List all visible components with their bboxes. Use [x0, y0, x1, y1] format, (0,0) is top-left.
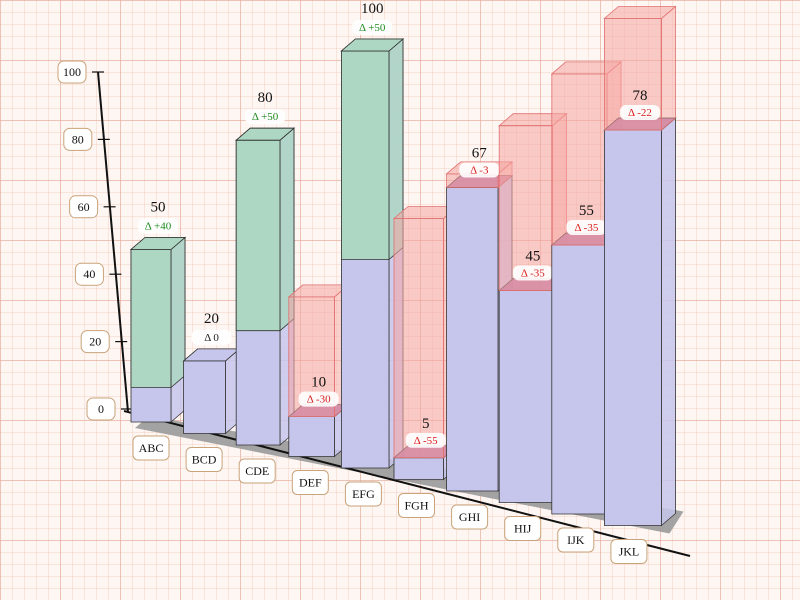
- increase-segment-front: [340, 50, 390, 260]
- delta-label: Δ -3: [470, 164, 489, 176]
- y-tick-label-box: [86, 397, 116, 421]
- x-tick-label-box: [238, 458, 276, 484]
- delta-label-box: [245, 109, 286, 125]
- delta-label: Δ -22: [628, 107, 652, 119]
- bar-cde: [235, 127, 296, 446]
- x-tick-label-box: [291, 470, 329, 495]
- x-tick-label-box: [504, 516, 542, 541]
- current-value-bar-front: [551, 244, 608, 515]
- delta-label: Δ -55: [414, 435, 438, 447]
- delta-label: Δ +50: [252, 111, 279, 123]
- delta-label: Δ -30: [307, 394, 331, 406]
- delta-label-box: [512, 265, 553, 281]
- x-tick-label: EFG: [352, 487, 375, 501]
- delta-label-box: [619, 105, 660, 121]
- x-tick-label-box: [610, 539, 648, 564]
- value-label: 45: [525, 249, 540, 265]
- x-tick-label-box: [398, 493, 435, 518]
- value-label: 20: [204, 311, 219, 327]
- delta-label-box: [566, 220, 607, 236]
- y-tick-label: 60: [78, 200, 90, 214]
- decrease-ghost-front: [393, 218, 444, 459]
- y-tick-label-box: [57, 60, 87, 84]
- delta-label-box: [138, 218, 178, 234]
- x-tick-label-box: [451, 504, 489, 530]
- value-label: 10: [311, 375, 326, 391]
- value-label: 78: [632, 88, 647, 104]
- delta-label: Δ +40: [145, 221, 172, 233]
- x-tick-label: JKL: [619, 545, 640, 559]
- delta-label-box: [459, 162, 500, 178]
- value-label: 67: [472, 145, 488, 161]
- delta-label: Δ -35: [521, 268, 545, 280]
- bar-jkl: [603, 5, 677, 527]
- x-tick-label: ABC: [139, 441, 164, 455]
- decrease-ghost-side: [661, 5, 676, 131]
- x-tick-label-box: [344, 481, 382, 507]
- y-tick-label-box: [63, 127, 93, 151]
- x-tick-label: IJK: [567, 533, 585, 547]
- decrease-ghost-top: [603, 6, 677, 19]
- current-value-bar-front: [604, 129, 662, 526]
- value-label: 100: [361, 1, 384, 17]
- y-tick-label-box: [80, 330, 110, 354]
- y-tick-label: 100: [63, 65, 81, 79]
- increase-segment-front: [130, 249, 172, 388]
- x-tick-label: DEF: [299, 476, 322, 490]
- increase-segment-front: [235, 139, 281, 332]
- x-tick-label: HIJ: [514, 522, 532, 536]
- current-value-bar-front: [446, 187, 499, 492]
- delta-label-box: [298, 391, 339, 407]
- y-tick-label: 80: [72, 132, 84, 146]
- bar-def: [287, 284, 350, 458]
- value-label: 80: [258, 90, 273, 106]
- y-axis-line: [97, 71, 129, 413]
- delta-label: Δ -35: [574, 222, 598, 234]
- delta-label: Δ 0: [204, 332, 219, 344]
- current-value-bar-front: [288, 416, 335, 457]
- increase-segment-side: [170, 236, 186, 389]
- x-axis-line: [123, 410, 691, 557]
- current-value-bar-front: [183, 360, 226, 434]
- y-tick-label: 20: [89, 335, 101, 349]
- bar-bcd: [182, 348, 241, 435]
- delta-label-box: [405, 432, 446, 448]
- y-tick-label-box: [69, 195, 99, 219]
- current-value-bar-side: [661, 117, 676, 527]
- x-tick-label-box: [132, 435, 170, 461]
- value-label: 5: [422, 416, 430, 432]
- delta-label-box: [191, 329, 232, 345]
- x-tick-label: FGH: [404, 499, 428, 513]
- value-label: 50: [151, 200, 166, 216]
- increase-segment-top: [129, 237, 187, 250]
- value-label: 55: [579, 203, 594, 219]
- current-value-bar-front: [393, 457, 444, 480]
- delta-label: Δ +50: [359, 22, 386, 34]
- bar-abc: [129, 236, 187, 423]
- current-value-bar-front: [498, 290, 553, 503]
- x-tick-label-box: [185, 447, 223, 472]
- x-tick-label: GHI: [459, 510, 480, 524]
- y-tick-label: 0: [98, 402, 104, 416]
- increase-segment-top: [340, 38, 405, 52]
- increase-segment-top: [235, 127, 296, 141]
- y-tick-label: 40: [83, 267, 95, 281]
- x-tick-label: CDE: [245, 464, 269, 478]
- x-tick-label: BCD: [192, 453, 217, 467]
- y-tick-label-box: [74, 262, 104, 286]
- x-tick-label-box: [557, 527, 595, 553]
- delta-label-box: [352, 20, 393, 35]
- decrease-ghost-front: [551, 73, 608, 246]
